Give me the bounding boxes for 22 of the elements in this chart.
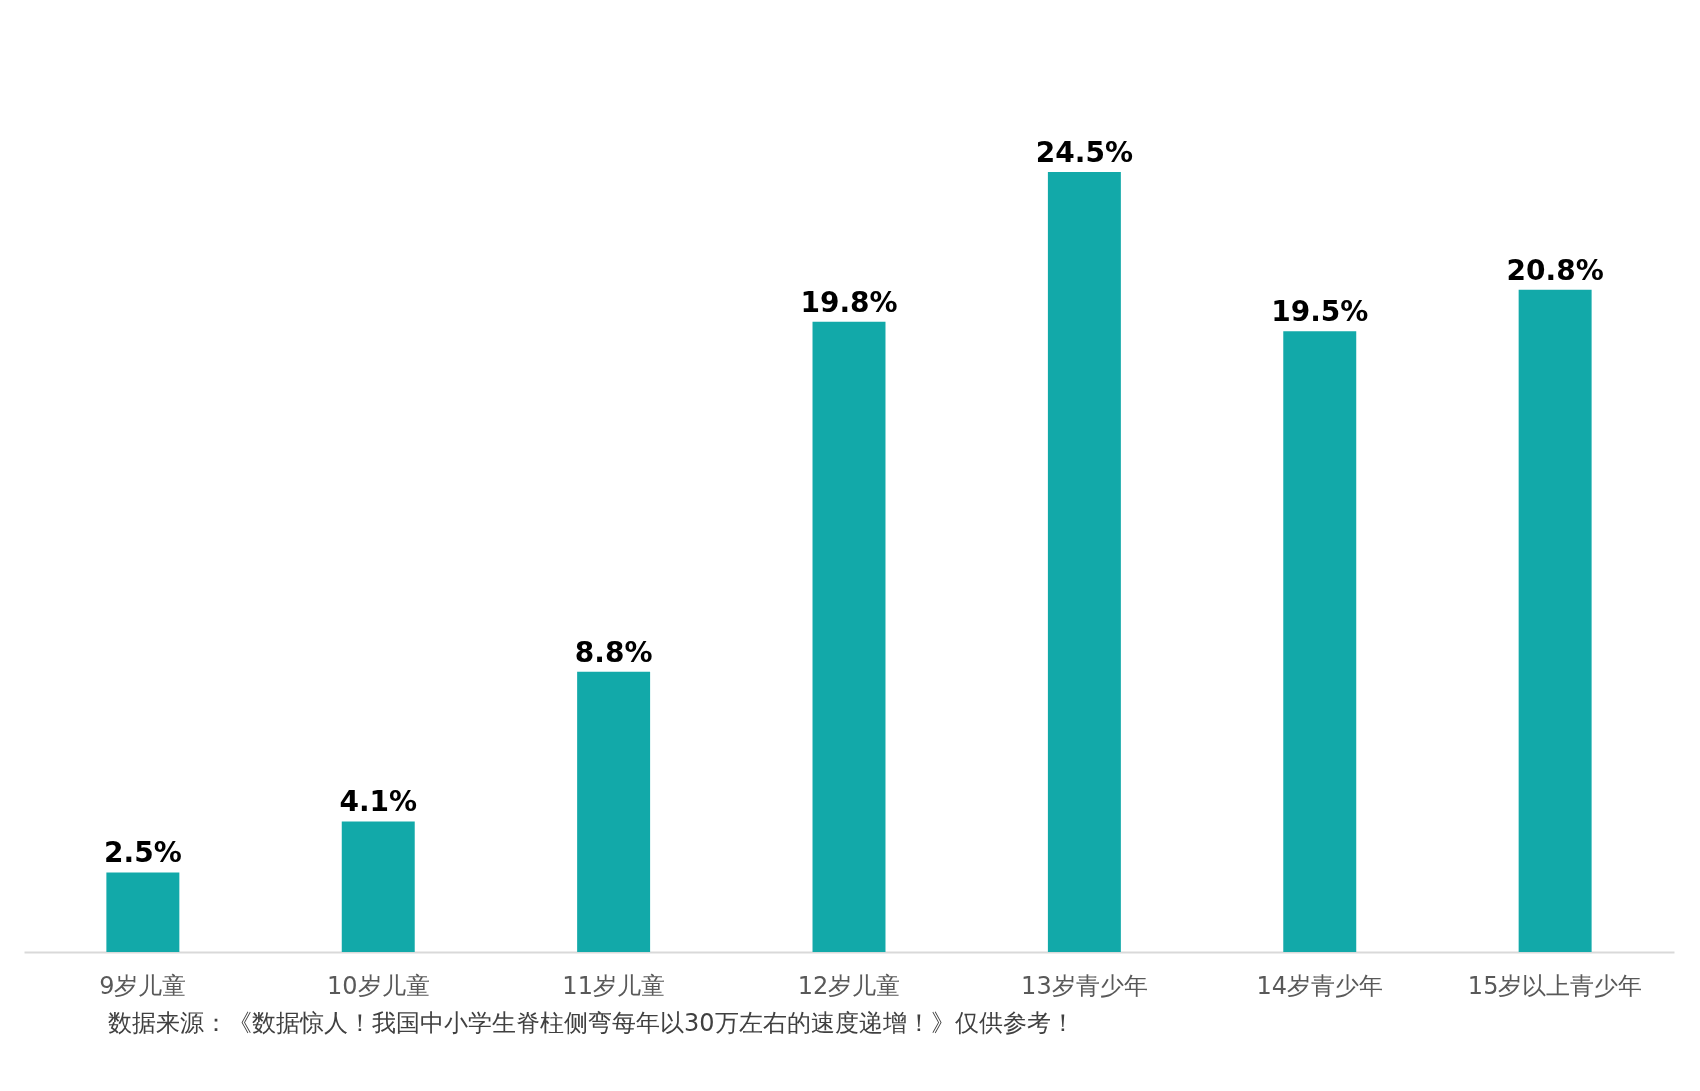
data-label: 19.8% xyxy=(800,285,898,319)
data-label: 24.5% xyxy=(1035,136,1133,169)
data-label: 4.1% xyxy=(339,785,418,819)
x-tick-label: 12岁儿童 xyxy=(797,971,901,1000)
x-tick-label: 15岁以上青少年 xyxy=(1467,971,1643,1000)
bar xyxy=(341,821,415,952)
data-label: 19.5% xyxy=(1271,295,1369,329)
x-tick-label: 10岁儿童 xyxy=(326,971,430,1000)
x-tick-label: 14岁青少年 xyxy=(1256,971,1384,1000)
source-note: 数据来源：《数据惊人！我国中小学生脊柱侧弯每年以30万左右的速度递增！》仅供参考！ xyxy=(108,1009,1075,1037)
data-label: 20.8% xyxy=(1506,253,1604,287)
bar xyxy=(106,872,180,952)
data-label: 2.5% xyxy=(104,836,182,870)
x-tick-label: 9岁儿童 xyxy=(99,971,187,1000)
x-tick-label: 11岁儿童 xyxy=(562,971,665,1000)
bar xyxy=(1518,289,1592,952)
x-tick-label: 13岁青少年 xyxy=(1021,971,1148,1000)
bar xyxy=(577,671,651,952)
bar xyxy=(1283,331,1357,952)
bar xyxy=(1047,172,1121,952)
data-label: 8.8% xyxy=(574,635,653,669)
bar xyxy=(812,321,886,952)
